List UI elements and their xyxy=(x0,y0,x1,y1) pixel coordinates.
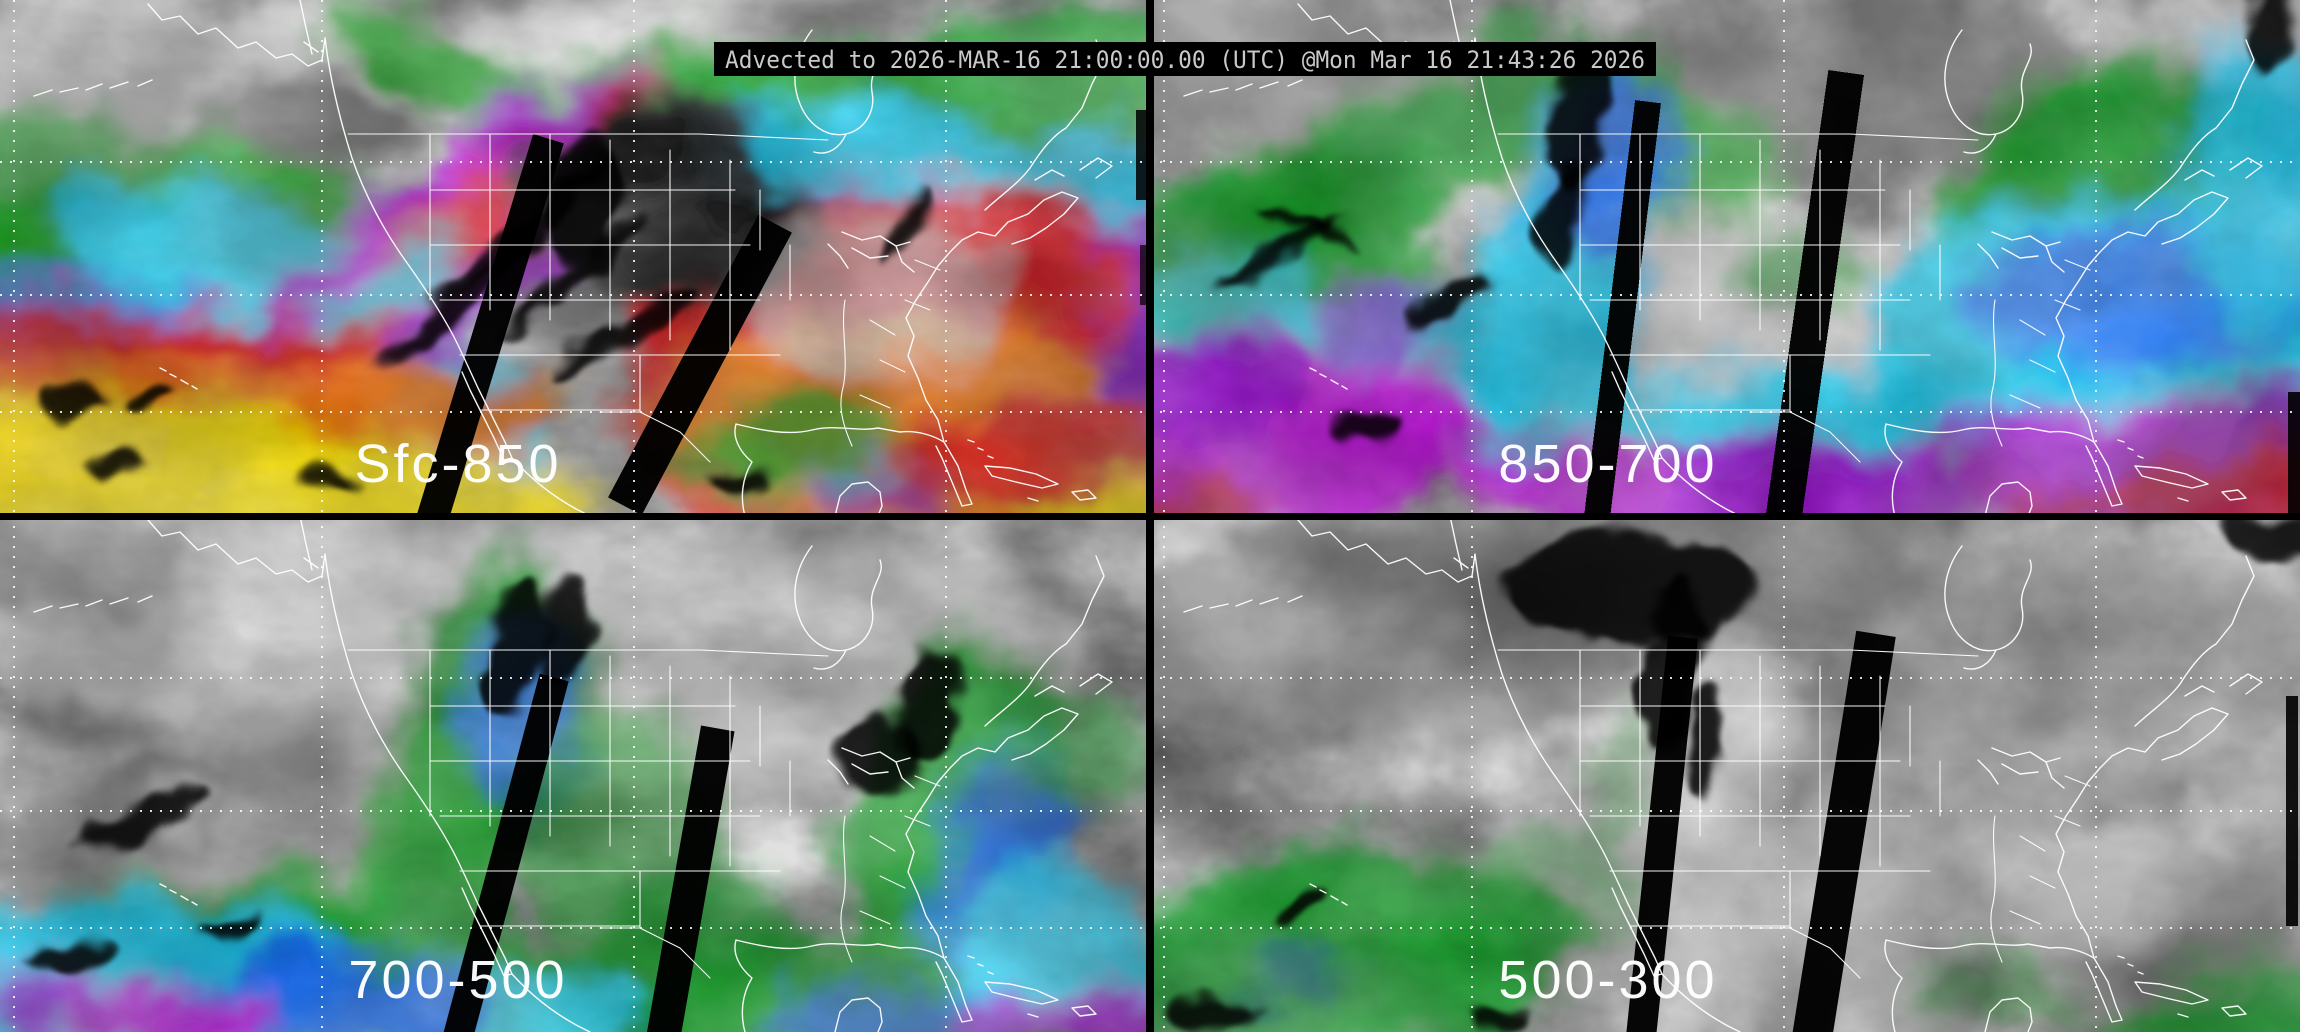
panel-500-300 xyxy=(1150,516,2300,1032)
data-dropout-patches xyxy=(35,140,927,492)
title-bar: Advected to 2026-MAR-16 21:00:00.00 (UTC… xyxy=(714,42,1656,76)
data-dropout-patches xyxy=(1214,0,2295,444)
panel-sfc-850 xyxy=(0,0,1150,516)
moisture-field xyxy=(0,0,1150,516)
panel-label-sfc-850: Sfc-850 xyxy=(354,434,561,494)
moisture-field xyxy=(1150,0,2300,516)
title-text: Advected to 2026-MAR-16 21:00:00.00 (UTC… xyxy=(725,46,1645,74)
swath-gaps xyxy=(441,673,735,1032)
title-bar-background xyxy=(714,42,1656,76)
divider-horizontal xyxy=(0,513,2300,520)
panel-label-700-500: 700-500 xyxy=(348,950,567,1010)
panel-label-500-300: 500-300 xyxy=(1498,950,1717,1010)
moisture-field xyxy=(0,516,1150,1032)
moisture-field xyxy=(1150,516,2300,1032)
swath-gaps xyxy=(416,110,1148,516)
data-dropout-patches xyxy=(30,577,963,972)
panel-label-850-700: 850-700 xyxy=(1498,434,1717,494)
panel-700-500 xyxy=(0,516,1150,1032)
panel-850-700 xyxy=(1150,0,2300,516)
